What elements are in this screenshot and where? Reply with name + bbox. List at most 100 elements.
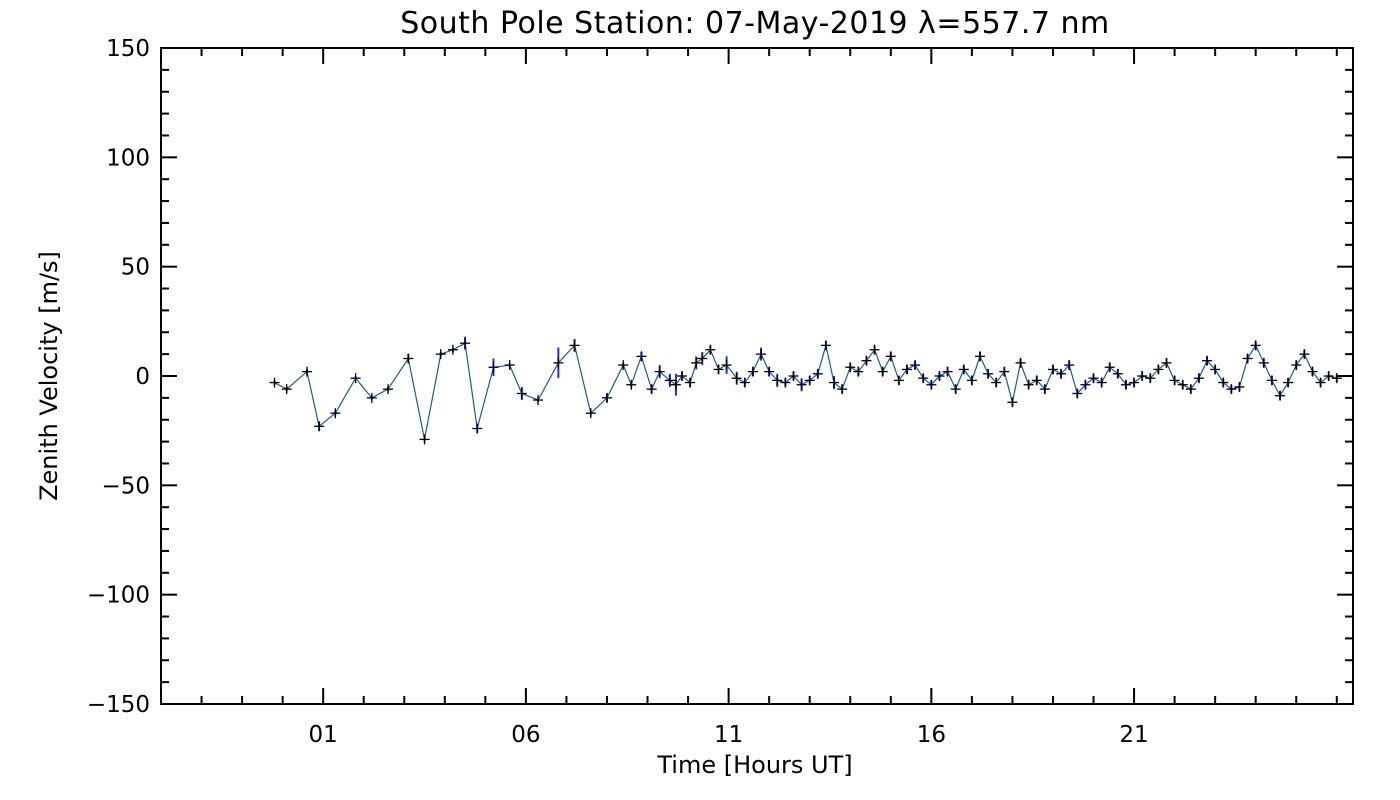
data-point bbox=[1137, 371, 1148, 381]
y-tick-label: 100 bbox=[106, 145, 150, 171]
data-point bbox=[1331, 373, 1342, 384]
data-point bbox=[269, 377, 280, 388]
data-point bbox=[1169, 375, 1180, 386]
y-tick-label: 50 bbox=[121, 255, 150, 281]
data-point bbox=[670, 379, 681, 390]
data-point bbox=[1072, 388, 1083, 399]
data-point bbox=[812, 368, 823, 379]
data-point bbox=[654, 366, 665, 377]
data-point bbox=[1096, 377, 1107, 388]
data-point bbox=[1056, 368, 1067, 379]
data-point bbox=[314, 421, 325, 432]
data-point bbox=[664, 375, 675, 386]
data-point bbox=[636, 351, 647, 362]
data-point bbox=[958, 364, 969, 375]
tick-labels: −150 −100 −50 0 50 100 150 01 06 11 16 21 bbox=[87, 36, 1149, 748]
data-point bbox=[853, 366, 864, 377]
y-tick-label: −50 bbox=[101, 473, 150, 499]
data-point bbox=[721, 360, 732, 371]
data-point bbox=[419, 434, 430, 445]
data-point bbox=[1112, 368, 1123, 379]
data-point bbox=[1258, 357, 1269, 368]
data-point bbox=[910, 360, 921, 371]
data-point bbox=[697, 353, 708, 364]
data-point bbox=[918, 373, 929, 384]
y-tick-label: 150 bbox=[106, 36, 150, 62]
data-point bbox=[1193, 373, 1204, 384]
x-tick-label: 21 bbox=[1119, 722, 1148, 748]
data-point bbox=[488, 362, 499, 373]
data-point bbox=[885, 351, 896, 362]
data-point bbox=[713, 364, 724, 375]
data-point bbox=[1129, 377, 1140, 388]
data-point bbox=[1283, 377, 1294, 388]
data-point bbox=[1080, 379, 1091, 390]
data-point bbox=[301, 366, 312, 377]
data-point bbox=[1307, 366, 1318, 377]
data-point bbox=[646, 384, 657, 395]
data-point bbox=[601, 392, 612, 403]
y-axis-label: Zenith Velocity [m/s] bbox=[35, 251, 63, 501]
data-point bbox=[1007, 397, 1018, 408]
data-point bbox=[747, 366, 758, 377]
series-line bbox=[274, 342, 1337, 440]
data-point bbox=[1015, 357, 1026, 368]
data-point bbox=[804, 375, 815, 386]
data-point bbox=[585, 408, 596, 419]
data-point bbox=[772, 375, 783, 386]
data-point bbox=[1177, 379, 1188, 390]
data-point bbox=[788, 371, 799, 381]
data-point bbox=[829, 377, 840, 388]
data-point bbox=[569, 340, 580, 351]
data-point bbox=[1323, 371, 1334, 381]
x-axis-label: Time [Hours UT] bbox=[656, 751, 852, 779]
data-point bbox=[685, 377, 696, 388]
data-point bbox=[1023, 379, 1034, 390]
data-point bbox=[676, 371, 687, 381]
data-point bbox=[460, 338, 471, 349]
data-point bbox=[764, 366, 775, 377]
data-point bbox=[1234, 381, 1245, 392]
data-point bbox=[1218, 377, 1229, 388]
data-point bbox=[472, 423, 483, 434]
data-point bbox=[861, 355, 872, 366]
data-point bbox=[877, 366, 888, 377]
chart-title: South Pole Station: 07-May-2019 λ=557.7 … bbox=[400, 6, 1109, 41]
data-point bbox=[1275, 390, 1286, 401]
data-point bbox=[1299, 349, 1310, 360]
data-point bbox=[1291, 360, 1302, 371]
data-point bbox=[1031, 375, 1042, 386]
data-point bbox=[1120, 379, 1131, 390]
data-point bbox=[999, 366, 1010, 377]
data-point bbox=[991, 377, 1002, 388]
data-point bbox=[926, 379, 937, 390]
data-point bbox=[1315, 377, 1326, 388]
data-point bbox=[516, 388, 527, 399]
data-point bbox=[1145, 373, 1156, 384]
data-point bbox=[435, 349, 446, 360]
data-point bbox=[691, 357, 702, 368]
data-point bbox=[1250, 340, 1261, 351]
data-point bbox=[837, 384, 848, 395]
y-tick-label: −150 bbox=[87, 692, 150, 718]
data-point bbox=[403, 353, 414, 364]
data-point bbox=[1088, 373, 1099, 384]
data-point bbox=[504, 360, 515, 371]
data-point bbox=[705, 344, 716, 355]
data-point bbox=[731, 373, 742, 384]
data-point bbox=[383, 384, 394, 395]
y-tick-label: −100 bbox=[87, 583, 150, 609]
data-point bbox=[626, 379, 637, 390]
data-point bbox=[869, 344, 880, 355]
data-point bbox=[1047, 364, 1058, 375]
data-point bbox=[1104, 362, 1115, 373]
data-point bbox=[902, 364, 913, 375]
data-layer bbox=[269, 336, 1342, 445]
data-point bbox=[845, 362, 856, 373]
data-point bbox=[942, 366, 953, 377]
data-point bbox=[1153, 364, 1164, 375]
data-point bbox=[1202, 355, 1213, 366]
data-point bbox=[533, 395, 544, 406]
data-point bbox=[1242, 353, 1253, 364]
